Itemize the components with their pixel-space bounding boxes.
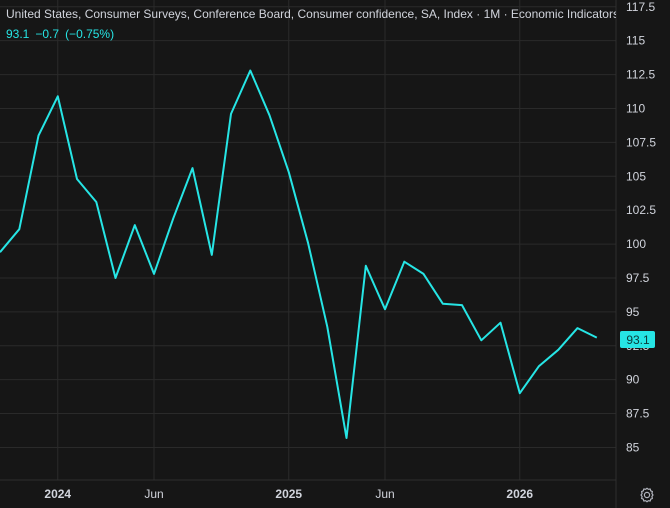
chart-title: United States, Consumer Surveys, Confere… bbox=[6, 7, 616, 21]
series-line bbox=[0, 69, 598, 439]
time-axis: 2024 Jun 2025 Jun 2026 bbox=[44, 487, 533, 501]
last-value: 93.1 bbox=[6, 27, 30, 41]
y-tick-label: 90 bbox=[626, 373, 640, 387]
y-tick-label: 102.5 bbox=[626, 203, 656, 217]
price-axis: 8587.59092.59597.5100102.5105107.5110112… bbox=[626, 0, 656, 454]
x-tick-label: 2026 bbox=[506, 487, 533, 501]
value-readout: 93.1 −0.7 (−0.75%) bbox=[6, 27, 120, 41]
y-tick-label: 87.5 bbox=[626, 407, 650, 421]
change-value: −0.7 bbox=[35, 27, 60, 41]
x-tick-label: Jun bbox=[375, 487, 394, 501]
vertical-grid bbox=[57, 0, 521, 480]
y-tick-label: 112.5 bbox=[626, 68, 655, 82]
y-tick-label: 100 bbox=[626, 237, 646, 251]
y-tick-label: 95 bbox=[626, 305, 640, 319]
y-tick-label: 97.5 bbox=[626, 271, 650, 285]
y-tick-label: 107.5 bbox=[626, 135, 656, 149]
x-tick-label: 2024 bbox=[44, 487, 71, 501]
y-tick-label: 117.5 bbox=[626, 0, 655, 14]
y-tick-label: 105 bbox=[626, 169, 646, 183]
x-tick-label: 2025 bbox=[275, 487, 302, 501]
y-tick-label: 110 bbox=[626, 101, 645, 115]
y-tick-label: 115 bbox=[626, 34, 645, 48]
change-percent: (−0.75%) bbox=[65, 27, 115, 41]
y-tick-label: 85 bbox=[626, 440, 640, 454]
last-value-label: 93.1 bbox=[620, 331, 655, 348]
x-tick-label: Jun bbox=[144, 487, 163, 501]
last-value-text: 93.1 bbox=[626, 333, 650, 347]
gear-icon[interactable] bbox=[638, 486, 656, 504]
horizontal-grid bbox=[0, 6, 616, 448]
